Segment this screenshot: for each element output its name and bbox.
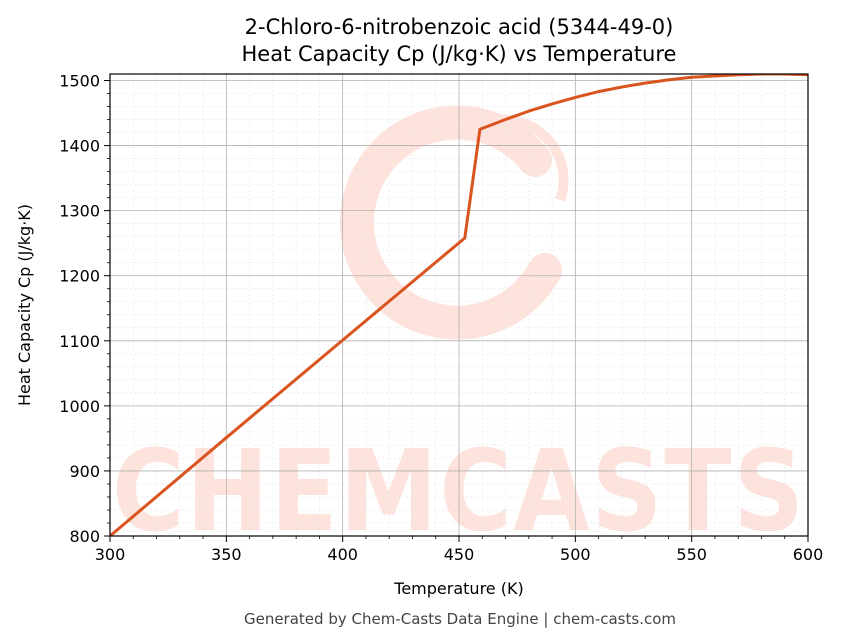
y-tick-label: 1100: [59, 332, 100, 351]
x-axis-label: Temperature (K): [393, 579, 523, 598]
y-tick-label: 900: [69, 462, 100, 481]
y-tick-label: 1200: [59, 267, 100, 286]
chart-title-line2: Heat Capacity Cp (J/kg·K) vs Temperature: [242, 42, 677, 66]
y-tick-label: 800: [69, 527, 100, 546]
chart-title-line1: 2-Chloro-6-nitrobenzoic acid (5344-49-0): [245, 15, 674, 39]
y-axis: 800 900 1000 1100 1200 1300 1400 1500: [59, 72, 110, 546]
y-tick-label: 1000: [59, 397, 100, 416]
x-tick-label: 550: [676, 545, 707, 564]
y-tick-label: 1500: [59, 72, 100, 91]
y-tick-label: 1300: [59, 202, 100, 221]
x-tick-label: 450: [444, 545, 475, 564]
x-tick-label: 350: [211, 545, 242, 564]
y-tick-label: 1400: [59, 137, 100, 156]
x-tick-label: 400: [327, 545, 358, 564]
series-line: [110, 74, 808, 536]
x-tick-label: 600: [793, 545, 824, 564]
x-axis: 300 350 400 450 500 550 600: [95, 536, 824, 564]
watermark-logo-icon: [339, 105, 569, 340]
x-tick-label: 500: [560, 545, 591, 564]
y-axis-label: Heat Capacity Cp (J/kg·K): [15, 204, 34, 406]
x-tick-label: 300: [95, 545, 126, 564]
footer-credit: Generated by Chem-Casts Data Engine | ch…: [244, 610, 676, 628]
